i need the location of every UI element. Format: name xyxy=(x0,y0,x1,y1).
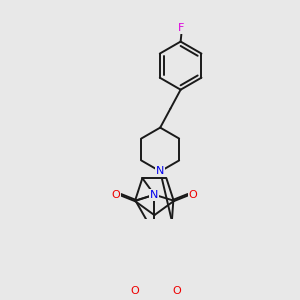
Text: O: O xyxy=(130,286,139,296)
Text: O: O xyxy=(189,190,197,200)
Text: N: N xyxy=(150,190,159,200)
Text: O: O xyxy=(111,190,120,200)
Text: F: F xyxy=(178,23,184,33)
Text: N: N xyxy=(156,167,164,176)
Text: O: O xyxy=(172,286,181,296)
